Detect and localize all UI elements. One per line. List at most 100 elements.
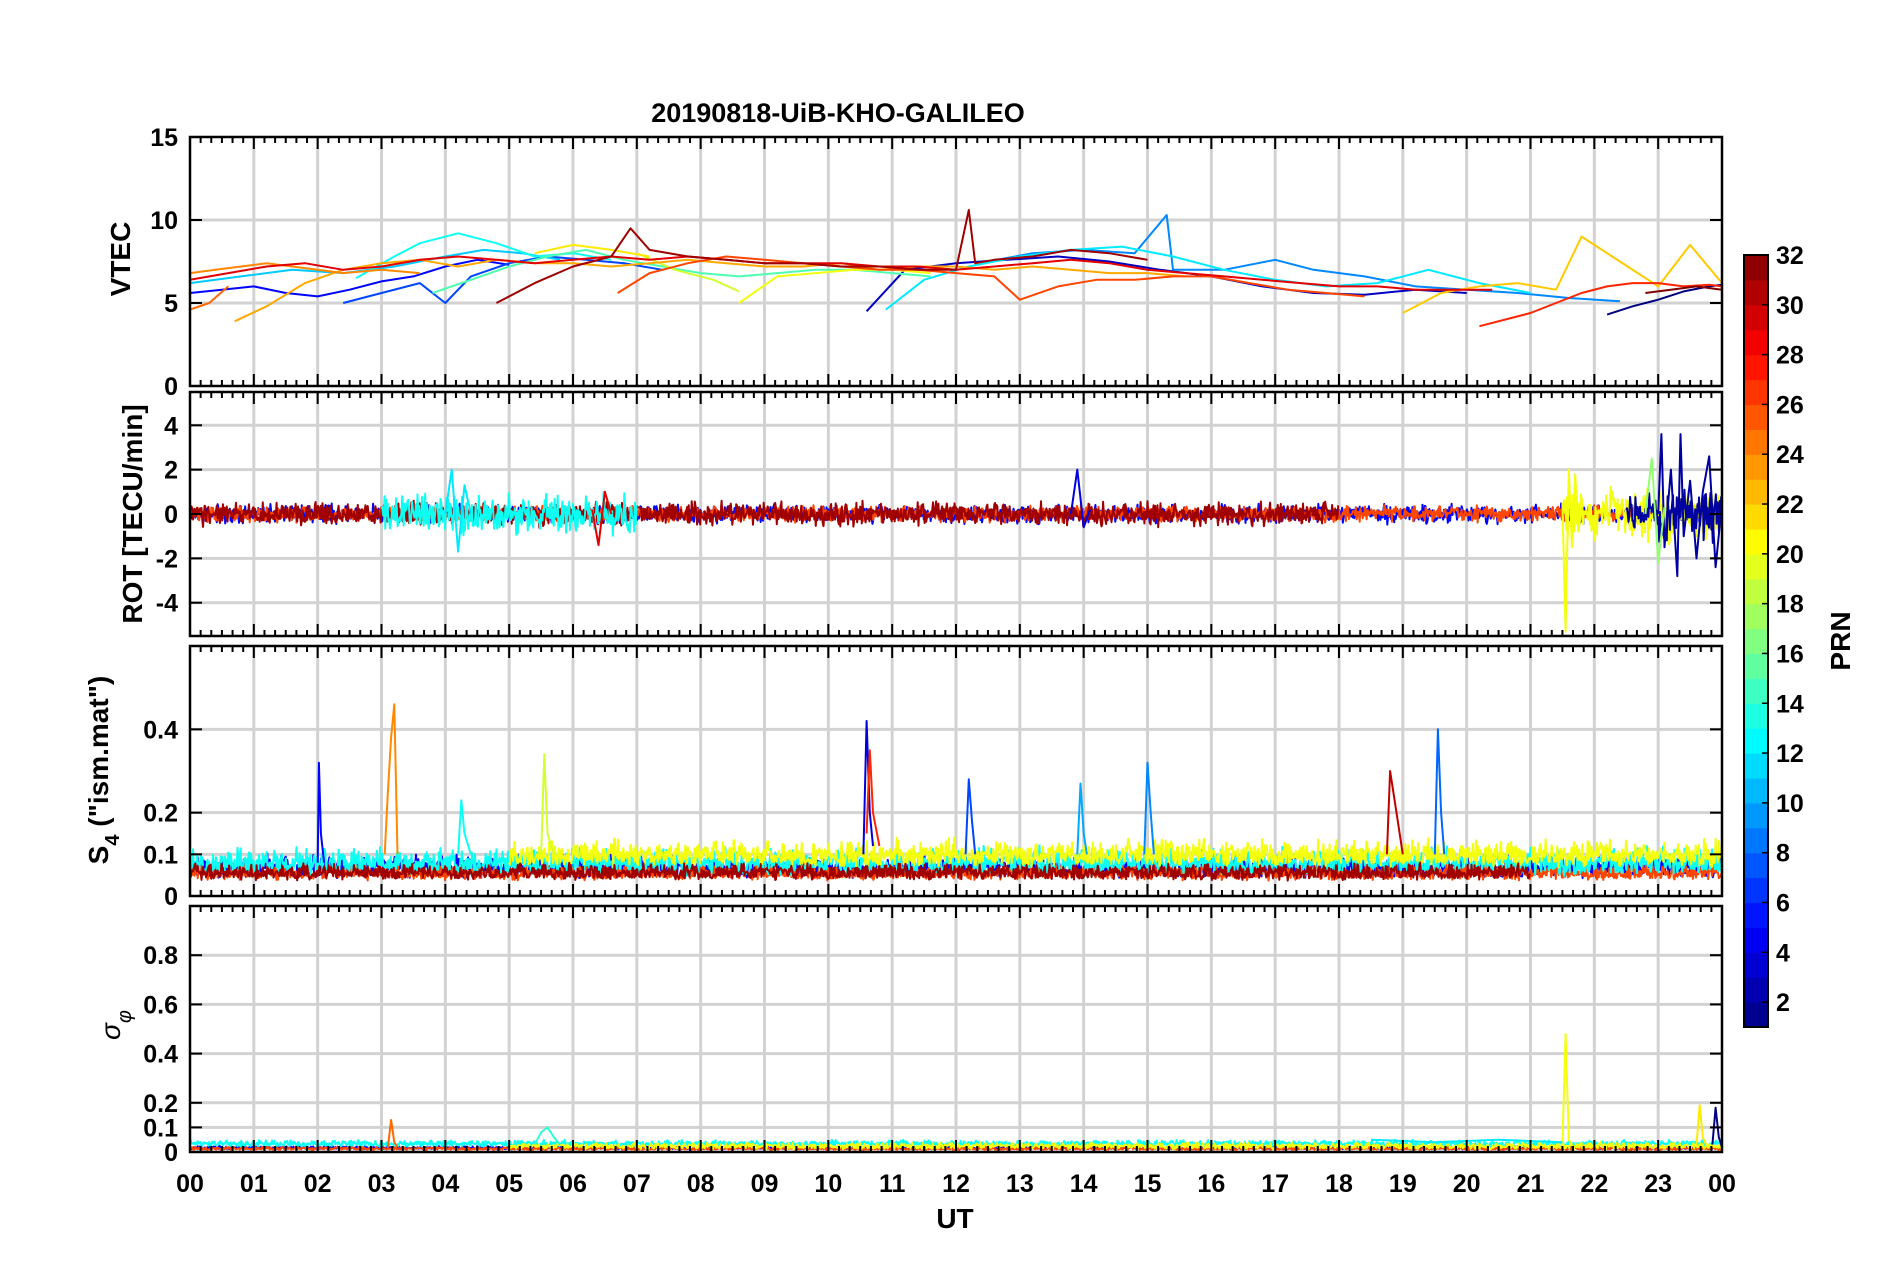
series-line-prn-20 [1561,1032,1573,1146]
x-tick-label: 16 [1197,1170,1225,1198]
series-line-prn-21 [1695,1104,1707,1145]
colorbar-tick-label: 18 [1776,591,1804,619]
x-tick-label: 07 [623,1170,651,1198]
series-line-prn-31 [495,209,1148,304]
x-tick-label: 00 [1708,1170,1736,1198]
colorbar-tick-label: 32 [1776,242,1804,270]
colorbar-segment [1744,728,1768,754]
x-tick-label: 11 [879,1170,906,1198]
y-tick-label: 0 [164,883,178,911]
x-tick-label: 02 [304,1170,332,1198]
colorbar-tick-label: 14 [1776,690,1804,718]
x-tick-label: 00 [176,1170,204,1198]
series-line-prn-7 [964,778,977,855]
series-line-prn-7 [342,255,663,304]
series-line-prn-26 [617,255,1365,301]
x-tick-label: 21 [1517,1170,1545,1198]
panel-vtec: 0 5 10 15 VTEC [105,124,1724,401]
series-line-prn-13 [380,491,638,537]
s4-ylabel: S4 ("ism.mat") [83,676,124,865]
colorbar-segment [1744,902,1768,928]
sigma-phi-ylabel-main: σ [95,1022,126,1040]
y-tick-label: 2 [164,457,178,485]
x-tick-label: 14 [1070,1170,1098,1198]
vtec-ylabel: VTEC [105,222,136,297]
colorbar-tick-label: 20 [1776,541,1804,569]
x-tick-label: 23 [1644,1170,1672,1198]
colorbar-tick-label: 28 [1776,342,1804,370]
x-tick-label: 19 [1389,1170,1417,1198]
series-line-prn-5 [316,761,326,863]
s4-ylabel-rest: ("ism.mat") [83,676,114,835]
x-tick-label: 01 [240,1170,268,1198]
colorbar-tick-label: 4 [1776,939,1790,967]
colorbar-tick-label: 6 [1776,889,1790,917]
colorbar-segment [1744,429,1768,455]
series-line-prn-8 [1433,728,1446,855]
y-tick-label: 0.2 [143,800,178,828]
series-line-prn-9 [1143,761,1155,855]
series-line-prn-11 [190,248,561,285]
colorbar-segment [1744,578,1768,605]
panel-sigma-phi: 00.10.2 0.4 0.6 0.8 σφ [95,904,1724,1167]
y-tick-label: 15 [150,124,178,152]
series-line-prn-25 [386,1119,399,1148]
colorbar-tick-label: 24 [1776,441,1804,469]
series-line-prn-30 [1385,770,1404,855]
series-line-prn-2 [1657,433,1722,578]
panel-s4: 0 0.1 0.2 0.4 S4 ("ism.mat") [83,644,1724,911]
colorbar-segment [1744,404,1768,430]
y-tick-label: 0.4 [143,716,178,744]
x-tick-label: 22 [1580,1170,1608,1198]
y-tick-label: 0.6 [143,991,178,1019]
rot-ylabel: ROT [TECU/min] [117,404,148,623]
series-line-prn-32 [1645,285,1722,294]
colorbar-segment [1744,952,1768,978]
colorbar-tick-label: 26 [1776,391,1804,419]
sigma-phi-ylabel: σφ [95,1010,136,1040]
series-line-prn-5 [190,258,510,298]
colorbar-segment [1744,479,1768,505]
series-line-prn-19 [540,753,555,855]
colorbar-segment [1744,927,1768,953]
series-line-prn-19 [636,252,740,293]
colorbar-segment [1744,827,1768,854]
x-tick-label: 04 [431,1170,459,1198]
colorbar-segment [1744,753,1768,779]
x-tick-label: 06 [559,1170,587,1198]
colorbar-segment [1744,553,1768,580]
colorbar-tick-label: 12 [1776,740,1804,768]
series-line-prn-31 [190,499,1340,529]
chart-title: 20190818-UiB-KHO-GALILEO [651,98,1025,128]
colorbar-tick-label: 8 [1776,840,1790,868]
colorbar-segment [1744,628,1768,655]
series-line-prn-25 [190,285,229,311]
x-tick-label: 10 [814,1170,842,1198]
series-line-prn-12 [885,245,1531,311]
colorbar-tick-label: 2 [1776,989,1790,1017]
y-tick-label: 0.1 [143,1114,178,1142]
series-line-prn-12 [444,468,472,553]
colorbar-segment [1744,877,1768,904]
colorbar-segment [1744,1002,1768,1028]
y-tick-label: 5 [164,290,178,318]
x-tick-label: 15 [1134,1170,1162,1198]
series-line-prn-20 [508,836,1722,869]
series-line-prn-1 [1711,1106,1722,1148]
colorbar-segment [1744,802,1768,829]
x-tick-label: 05 [495,1170,523,1198]
series-line-prn-24 [383,703,399,855]
s4-ylabel-main: S [83,846,114,865]
y-tick-label: 0.8 [143,942,178,970]
series-line-prn-21 [534,243,650,258]
series-line-prn-4 [1069,468,1092,529]
colorbar-frame [1743,254,1769,1028]
colorbar-segment [1744,852,1768,879]
x-axis: 00 01 02 03 04 05 06 07 08 09 10 11 12 13 14 15 16 17 18 19… [176,1170,1736,1198]
panel-rot: -4 -2 0 2 4 ROT [TECU/min] [117,390,1724,638]
series-line-prn-14 [533,1126,561,1146]
colorbar-segment [1744,354,1768,381]
x-tick-label: 20 [1453,1170,1481,1198]
y-tick-label: 0 [164,373,178,401]
